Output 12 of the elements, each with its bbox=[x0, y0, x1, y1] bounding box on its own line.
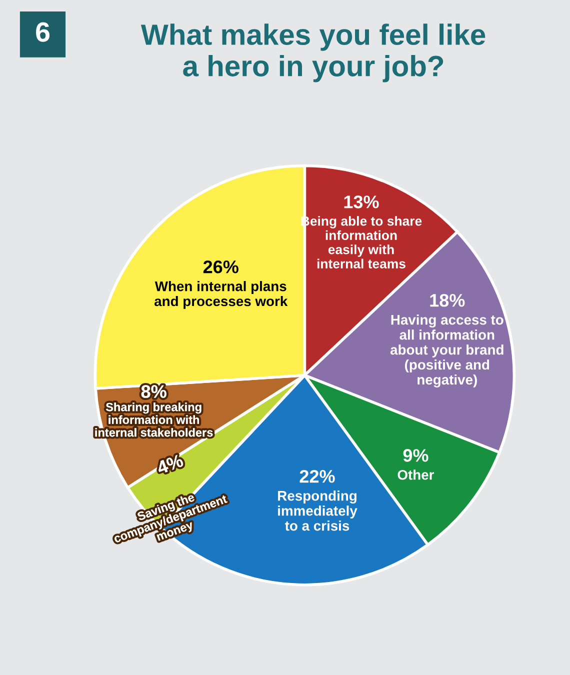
data-label: 8% bbox=[141, 385, 166, 398]
slice-label: When internal plans and processes work bbox=[154, 281, 288, 309]
slice-label: Having access to all information about your brand (positive and negative) bbox=[390, 314, 504, 388]
data-label: 13% bbox=[344, 196, 379, 208]
slice-label: Other bbox=[398, 470, 434, 480]
chart-title: What makes you feel like a hero in your job? bbox=[140, 24, 486, 82]
text: 6 bbox=[36, 22, 50, 42]
data-label: 26% bbox=[203, 260, 238, 274]
data-label: 9% bbox=[403, 449, 428, 462]
slice-label: Responding immediately to a crisis bbox=[278, 490, 358, 531]
data-label: 22% bbox=[300, 470, 335, 483]
data-label: 18% bbox=[430, 294, 465, 307]
